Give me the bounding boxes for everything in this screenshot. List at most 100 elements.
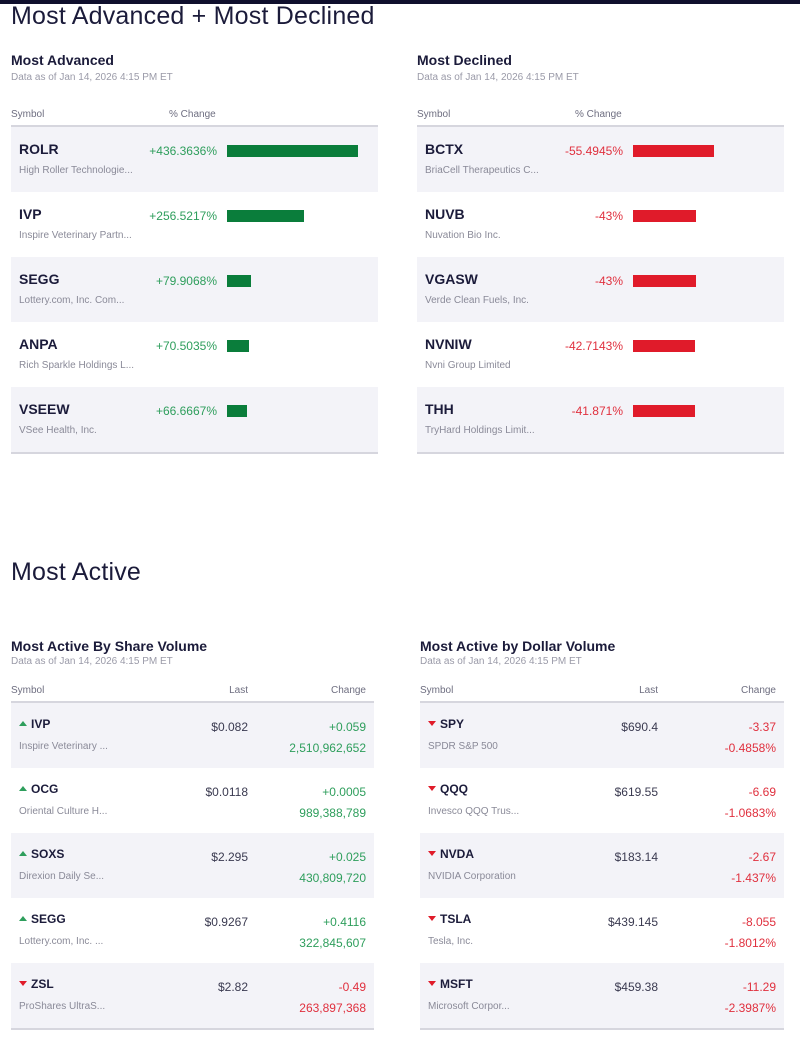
symbol-link[interactable]: BCTX bbox=[425, 141, 464, 157]
percent-change: +70.5035% bbox=[155, 339, 217, 353]
percent-change: -1.0683% bbox=[724, 806, 776, 820]
panel-date: Data as of Jan 14, 2026 4:15 PM ET bbox=[11, 72, 173, 83]
symbol-link[interactable]: TSLA bbox=[428, 912, 471, 926]
header-symbol[interactable]: Symbol bbox=[420, 685, 454, 696]
share-volume: 2,510,962,652 bbox=[289, 741, 366, 755]
symbol-text[interactable]: MSFT bbox=[440, 977, 473, 991]
symbol-link[interactable]: VGASW bbox=[425, 271, 478, 287]
symbol-link[interactable]: MSFT bbox=[428, 977, 473, 991]
panel-date: Data as of Jan 14, 2026 4:15 PM ET bbox=[417, 72, 579, 83]
header-symbol[interactable]: Symbol bbox=[11, 109, 45, 120]
header-symbol[interactable]: Symbol bbox=[417, 109, 451, 120]
symbol-link[interactable]: OCG bbox=[19, 782, 58, 796]
most-active-share-volume-panel: Most Active By Share Volume Data as of J… bbox=[11, 638, 374, 1030]
change-bar bbox=[227, 275, 251, 287]
arrow-down-icon bbox=[19, 981, 27, 986]
symbol-text[interactable]: ZSL bbox=[31, 977, 54, 991]
percent-change: -55.4945% bbox=[564, 144, 623, 158]
symbol-text[interactable]: TSLA bbox=[440, 912, 472, 926]
last-price: $2.295 bbox=[211, 850, 248, 864]
symbol-link[interactable]: QQQ bbox=[428, 782, 468, 796]
symbol-link[interactable]: ANPA bbox=[19, 336, 58, 352]
symbol-text[interactable]: QQQ bbox=[440, 782, 469, 796]
table-row[interactable]: OCG Oriental Culture H... $0.0118 +0.0005 98… bbox=[11, 768, 374, 833]
net-change: -3.37 bbox=[748, 720, 776, 734]
panel-title: Most Declined bbox=[417, 52, 512, 68]
table-row[interactable]: QQQ Invesco QQQ Trus... $619.55 -6.69 -1.068… bbox=[420, 768, 784, 833]
company-name: TryHard Holdings Limit... bbox=[425, 425, 535, 436]
percent-change: -2.3987% bbox=[724, 1001, 776, 1015]
table-row[interactable]: SPY SPDR S&P 500 $690.4 -3.37 -0.4858% bbox=[420, 703, 784, 768]
table-row[interactable]: IVP Inspire Veterinary ... $0.082 +0.059 2,5… bbox=[11, 703, 374, 768]
company-name: VSee Health, Inc. bbox=[19, 425, 97, 436]
symbol-link[interactable]: SPY bbox=[428, 717, 464, 731]
symbol-link[interactable]: NUVB bbox=[425, 206, 465, 222]
table-row[interactable]: BCTX BriaCell Therapeutics C... -55.4945% bbox=[417, 127, 784, 192]
header-symbol[interactable]: Symbol bbox=[11, 685, 45, 696]
symbol-text[interactable]: IVP bbox=[31, 717, 51, 731]
arrow-up-icon bbox=[19, 786, 27, 791]
symbol-text[interactable]: SPY bbox=[440, 717, 465, 731]
panel-title: Most Advanced bbox=[11, 52, 114, 68]
table-row[interactable]: TSLA Tesla, Inc. $439.145 -8.055 -1.8012% bbox=[420, 898, 784, 963]
table-row[interactable]: NVNIW Nvni Group Limited -42.7143% bbox=[417, 322, 784, 387]
arrow-up-icon bbox=[19, 721, 27, 726]
header-last[interactable]: Last bbox=[639, 685, 658, 696]
table-row[interactable]: IVP Inspire Veterinary Partn... +256.5217% bbox=[11, 192, 378, 257]
header-change[interactable]: % Change bbox=[575, 109, 622, 120]
table-row[interactable]: SEGG Lottery.com, Inc. ... $0.9267 +0.4116 3… bbox=[11, 898, 374, 963]
net-change: +0.4116 bbox=[323, 915, 366, 929]
symbol-link[interactable]: SEGG bbox=[19, 912, 66, 926]
most-active-dollar-volume-panel: Most Active by Dollar Volume Data as of … bbox=[420, 638, 784, 1030]
table-row[interactable]: MSFT Microsoft Corpor... $459.38 -11.29 -2.3… bbox=[420, 963, 784, 1028]
symbol-link[interactable]: VSEEW bbox=[19, 401, 70, 417]
table-row[interactable]: VSEEW VSee Health, Inc. +66.6667% bbox=[11, 387, 378, 452]
arrow-down-icon bbox=[428, 851, 436, 856]
last-price: $2.82 bbox=[217, 980, 248, 994]
header-change[interactable]: Change bbox=[740, 685, 776, 696]
symbol-link[interactable]: IVP bbox=[19, 206, 42, 222]
header-last[interactable]: Last bbox=[229, 685, 248, 696]
arrow-down-icon bbox=[428, 786, 436, 791]
table-row[interactable]: SOXS Direxion Daily Se... $2.295 +0.025 430,… bbox=[11, 833, 374, 898]
table-row[interactable]: SEGG Lottery.com, Inc. Com... +79.9068% bbox=[11, 257, 378, 322]
symbol-text[interactable]: OCG bbox=[31, 782, 59, 796]
net-change: -2.67 bbox=[748, 850, 776, 864]
table-row[interactable]: VGASW Verde Clean Fuels, Inc. -43% bbox=[417, 257, 784, 322]
symbol-text[interactable]: SEGG bbox=[31, 912, 66, 926]
symbol-link[interactable]: IVP bbox=[19, 717, 50, 731]
symbol-text[interactable]: NVDA bbox=[440, 847, 475, 861]
section-title-advanced-declined: Most Advanced + Most Declined bbox=[11, 2, 375, 30]
symbol-link[interactable]: NVDA bbox=[428, 847, 474, 861]
symbol-link[interactable]: NVNIW bbox=[425, 336, 472, 352]
most-advanced-panel: Most Advanced Data as of Jan 14, 2026 4:… bbox=[11, 52, 378, 454]
table-row[interactable]: NVDA NVIDIA Corporation $183.14 -2.67 -1.437… bbox=[420, 833, 784, 898]
table-row[interactable]: ZSL ProShares UltraS... $2.82 -0.49 263,897,… bbox=[11, 963, 374, 1028]
table-row[interactable]: ROLR High Roller Technologie... +436.3636% bbox=[11, 127, 378, 192]
symbol-link[interactable]: SEGG bbox=[19, 271, 60, 287]
change-bar bbox=[633, 275, 696, 287]
net-change: +0.025 bbox=[328, 850, 366, 864]
table-row[interactable]: NUVB Nuvation Bio Inc. -43% bbox=[417, 192, 784, 257]
header-change[interactable]: Change bbox=[330, 685, 366, 696]
percent-change: -0.4858% bbox=[724, 741, 776, 755]
net-change: +0.059 bbox=[328, 720, 366, 734]
percent-change: -43% bbox=[594, 209, 623, 223]
symbol-link[interactable]: SOXS bbox=[19, 847, 64, 861]
symbol-link[interactable]: ROLR bbox=[19, 141, 59, 157]
symbol-link[interactable]: ZSL bbox=[19, 977, 54, 991]
company-name: SPDR S&P 500 bbox=[428, 741, 498, 752]
company-name: BriaCell Therapeutics C... bbox=[425, 165, 539, 176]
section-title-most-active: Most Active bbox=[11, 558, 142, 586]
company-name: Verde Clean Fuels, Inc. bbox=[425, 295, 529, 306]
change-bar bbox=[227, 210, 304, 222]
table-row[interactable]: ANPA Rich Sparkle Holdings L... +70.5035% bbox=[11, 322, 378, 387]
panel-date: Data as of Jan 14, 2026 4:15 PM ET bbox=[420, 656, 582, 667]
symbol-link[interactable]: THH bbox=[425, 401, 454, 417]
table-row[interactable]: THH TryHard Holdings Limit... -41.871% bbox=[417, 387, 784, 452]
share-volume: 322,845,607 bbox=[299, 936, 366, 950]
share-volume: 989,388,789 bbox=[299, 806, 366, 820]
header-change[interactable]: % Change bbox=[169, 109, 216, 120]
symbol-text[interactable]: SOXS bbox=[31, 847, 65, 861]
last-price: $0.0118 bbox=[205, 785, 249, 799]
